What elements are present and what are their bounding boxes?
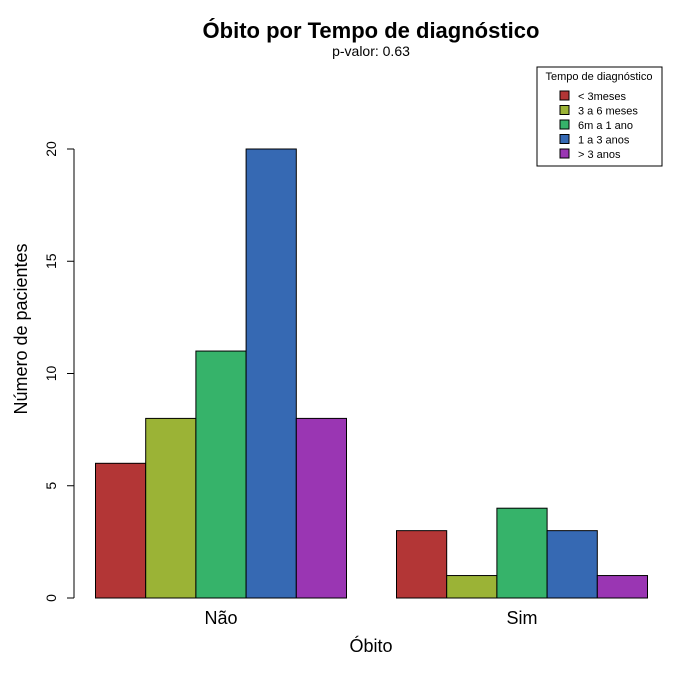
bar bbox=[396, 530, 448, 599]
legend-title: Tempo de diagnóstico bbox=[545, 71, 652, 83]
legend-label: 6m a 1 ano bbox=[578, 120, 633, 132]
y-axis-label: Número de pacientes bbox=[11, 243, 31, 414]
chart-subtitle: p-valor: 0.63 bbox=[332, 43, 410, 59]
legend-label: > 3 anos bbox=[578, 149, 621, 161]
legend-box bbox=[536, 66, 663, 167]
legend-items: < 3meses 3 a 6 meses 6m a 1 ano 1 a 3 anos >… bbox=[559, 90, 638, 161]
x-tick-label: Sim bbox=[507, 608, 538, 628]
y-axis: 0 5 10 15 20 bbox=[43, 141, 75, 602]
legend-swatch bbox=[559, 119, 570, 130]
x-axis-label: Óbito bbox=[349, 635, 392, 656]
legend-label: < 3meses bbox=[578, 91, 626, 103]
legend-swatch bbox=[559, 90, 570, 101]
legend-label: 3 a 6 meses bbox=[578, 106, 638, 118]
y-tick-label: 0 bbox=[43, 594, 59, 602]
bar bbox=[245, 148, 297, 599]
bar bbox=[195, 350, 247, 599]
x-tick-label: Não bbox=[204, 608, 237, 628]
bar bbox=[546, 530, 598, 599]
bar bbox=[295, 417, 347, 599]
y-tick-label: 20 bbox=[43, 141, 59, 157]
bar bbox=[596, 575, 648, 599]
legend-swatch bbox=[559, 105, 570, 115]
x-axis-labels: Não Sim bbox=[204, 608, 537, 628]
chart-title: Óbito por Tempo de diagnóstico bbox=[203, 18, 540, 43]
legend-label: 1 a 3 anos bbox=[578, 135, 630, 147]
legend-swatch bbox=[559, 134, 570, 144]
y-tick-label: 15 bbox=[43, 253, 59, 269]
bar bbox=[496, 507, 548, 599]
bars-group bbox=[95, 148, 648, 599]
legend: Tempo de diagnóstico < 3meses 3 a 6 meses… bbox=[536, 66, 663, 167]
y-tick-label: 5 bbox=[43, 482, 59, 490]
y-tick-label: 10 bbox=[43, 366, 59, 382]
bar bbox=[145, 417, 197, 599]
legend-swatch bbox=[559, 148, 570, 159]
bar bbox=[446, 575, 498, 599]
bar bbox=[95, 462, 147, 599]
